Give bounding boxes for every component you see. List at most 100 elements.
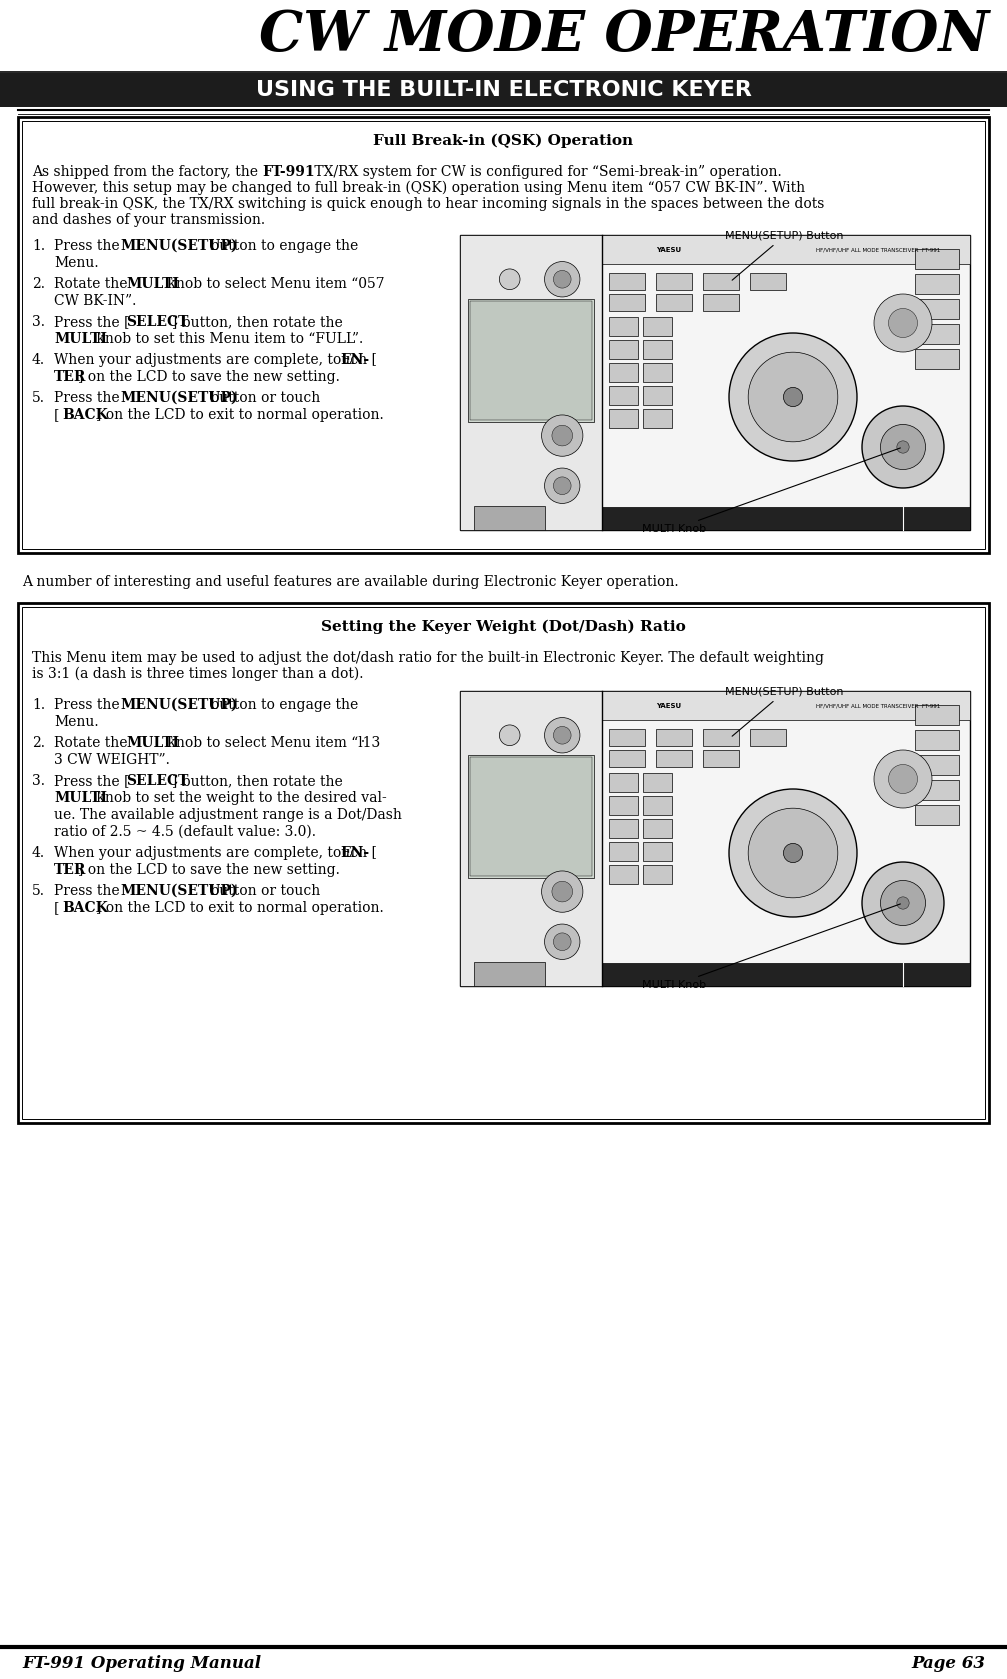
Circle shape <box>545 717 580 752</box>
Bar <box>609 865 638 885</box>
Bar <box>460 692 970 986</box>
Text: 4.: 4. <box>32 353 45 368</box>
Circle shape <box>862 406 944 489</box>
Text: [: [ <box>54 902 59 915</box>
Text: EN-: EN- <box>340 353 370 368</box>
Bar <box>609 317 638 336</box>
Circle shape <box>554 270 571 289</box>
Text: knob to set this Menu item to “FULL”.: knob to set this Menu item to “FULL”. <box>92 332 364 346</box>
Text: Rotate the: Rotate the <box>54 277 132 290</box>
Text: ] button, then rotate the: ] button, then rotate the <box>172 774 342 787</box>
Text: ] on the LCD to save the new setting.: ] on the LCD to save the new setting. <box>78 369 340 384</box>
Text: and dashes of your transmission.: and dashes of your transmission. <box>32 213 265 227</box>
Text: MENU(SETUP) Button: MENU(SETUP) Button <box>725 687 844 735</box>
Bar <box>460 235 970 531</box>
Text: A number of interesting and useful features are available during Electronic Keye: A number of interesting and useful featu… <box>22 574 679 589</box>
Bar <box>750 274 786 290</box>
Circle shape <box>880 880 925 925</box>
Text: Press the [: Press the [ <box>54 316 129 329</box>
Text: ratio of 2.5 ~ 4.5 (default value: 3.0).: ratio of 2.5 ~ 4.5 (default value: 3.0). <box>54 824 316 840</box>
Bar <box>643 341 672 359</box>
Circle shape <box>748 353 838 442</box>
Text: Press the: Press the <box>54 698 124 712</box>
Bar <box>915 756 959 776</box>
Circle shape <box>554 477 571 495</box>
Circle shape <box>499 269 520 289</box>
Bar <box>915 299 959 319</box>
Bar <box>656 294 692 311</box>
Text: ] on the LCD to exit to normal operation.: ] on the LCD to exit to normal operation… <box>96 902 384 915</box>
Text: This Menu item may be used to adjust the dot/dash ratio for the built-in Electro: This Menu item may be used to adjust the… <box>32 651 824 665</box>
Text: MENU(SETUP) Button: MENU(SETUP) Button <box>725 232 844 280</box>
Text: MENU(SETUP): MENU(SETUP) <box>120 238 238 254</box>
Text: Rotate the: Rotate the <box>54 735 132 751</box>
Bar <box>609 294 645 311</box>
Bar <box>609 796 638 814</box>
Circle shape <box>880 425 925 470</box>
Text: When your adjustments are complete, touch [: When your adjustments are complete, touc… <box>54 846 377 860</box>
Text: FT-991 Operating Manual: FT-991 Operating Manual <box>22 1654 261 1672</box>
Text: FT-991: FT-991 <box>262 165 314 180</box>
Text: EN-: EN- <box>340 846 370 860</box>
Bar <box>703 729 739 745</box>
Text: YAESU: YAESU <box>656 702 681 709</box>
Bar <box>609 819 638 838</box>
Text: ue. The available adjustment range is a Dot/Dash: ue. The available adjustment range is a … <box>54 808 402 823</box>
Bar <box>609 751 645 767</box>
Circle shape <box>729 789 857 917</box>
Bar <box>609 410 638 428</box>
Text: USING THE BUILT-IN ELECTRONIC KEYER: USING THE BUILT-IN ELECTRONIC KEYER <box>256 81 751 101</box>
Bar <box>915 248 959 269</box>
Circle shape <box>499 725 520 745</box>
Circle shape <box>888 764 917 794</box>
Text: MENU(SETUP): MENU(SETUP) <box>120 391 238 405</box>
Bar <box>643 317 672 336</box>
Text: Menu.: Menu. <box>54 715 99 729</box>
Bar <box>474 962 545 986</box>
Text: Press the: Press the <box>54 238 124 254</box>
Circle shape <box>897 897 909 908</box>
Bar <box>643 796 672 814</box>
Text: TER: TER <box>54 863 87 876</box>
Text: BACK: BACK <box>62 408 108 421</box>
Bar <box>460 235 602 531</box>
Text: CW M​ODE O​PERATION: CW M​ODE O​PERATION <box>259 8 989 64</box>
Text: BACK: BACK <box>62 902 108 915</box>
Text: 5.: 5. <box>32 391 45 405</box>
Text: 2.: 2. <box>32 277 45 290</box>
Bar <box>915 705 959 725</box>
Text: 2.: 2. <box>32 735 45 751</box>
Bar <box>915 730 959 751</box>
Text: button to engage the: button to engage the <box>206 238 358 254</box>
Bar <box>468 756 594 878</box>
Circle shape <box>729 332 857 462</box>
Text: HF/VHF/UHF ALL MODE TRANSCEIVER  FT-991: HF/VHF/UHF ALL MODE TRANSCEIVER FT-991 <box>816 704 941 709</box>
Circle shape <box>888 309 917 337</box>
Bar <box>609 729 645 745</box>
Bar <box>22 121 985 549</box>
Circle shape <box>545 923 580 959</box>
Bar <box>703 274 739 290</box>
Bar <box>609 274 645 290</box>
Circle shape <box>552 881 573 902</box>
Text: MULTI: MULTI <box>54 791 107 804</box>
Bar <box>18 118 989 552</box>
Bar <box>18 603 989 1123</box>
Bar <box>470 301 592 420</box>
Text: knob to select Menu item “057: knob to select Menu item “057 <box>163 277 385 290</box>
Text: ] on the LCD to exit to normal operation.: ] on the LCD to exit to normal operation… <box>96 408 384 421</box>
Text: MULTI: MULTI <box>126 735 179 751</box>
Text: When your adjustments are complete, touch [: When your adjustments are complete, touc… <box>54 353 377 368</box>
Text: MULTI Knob: MULTI Knob <box>642 448 900 534</box>
Bar <box>656 729 692 745</box>
Text: 4.: 4. <box>32 846 45 860</box>
Bar <box>656 274 692 290</box>
Text: Press the: Press the <box>54 391 124 405</box>
Bar <box>915 804 959 824</box>
Circle shape <box>783 843 803 863</box>
Circle shape <box>552 425 573 447</box>
Text: MULTI: MULTI <box>126 277 179 290</box>
Bar <box>915 274 959 294</box>
Text: ] on the LCD to save the new setting.: ] on the LCD to save the new setting. <box>78 863 340 876</box>
Text: However, this setup may be changed to full break-in (QSK) operation using Menu i: However, this setup may be changed to fu… <box>32 181 806 195</box>
